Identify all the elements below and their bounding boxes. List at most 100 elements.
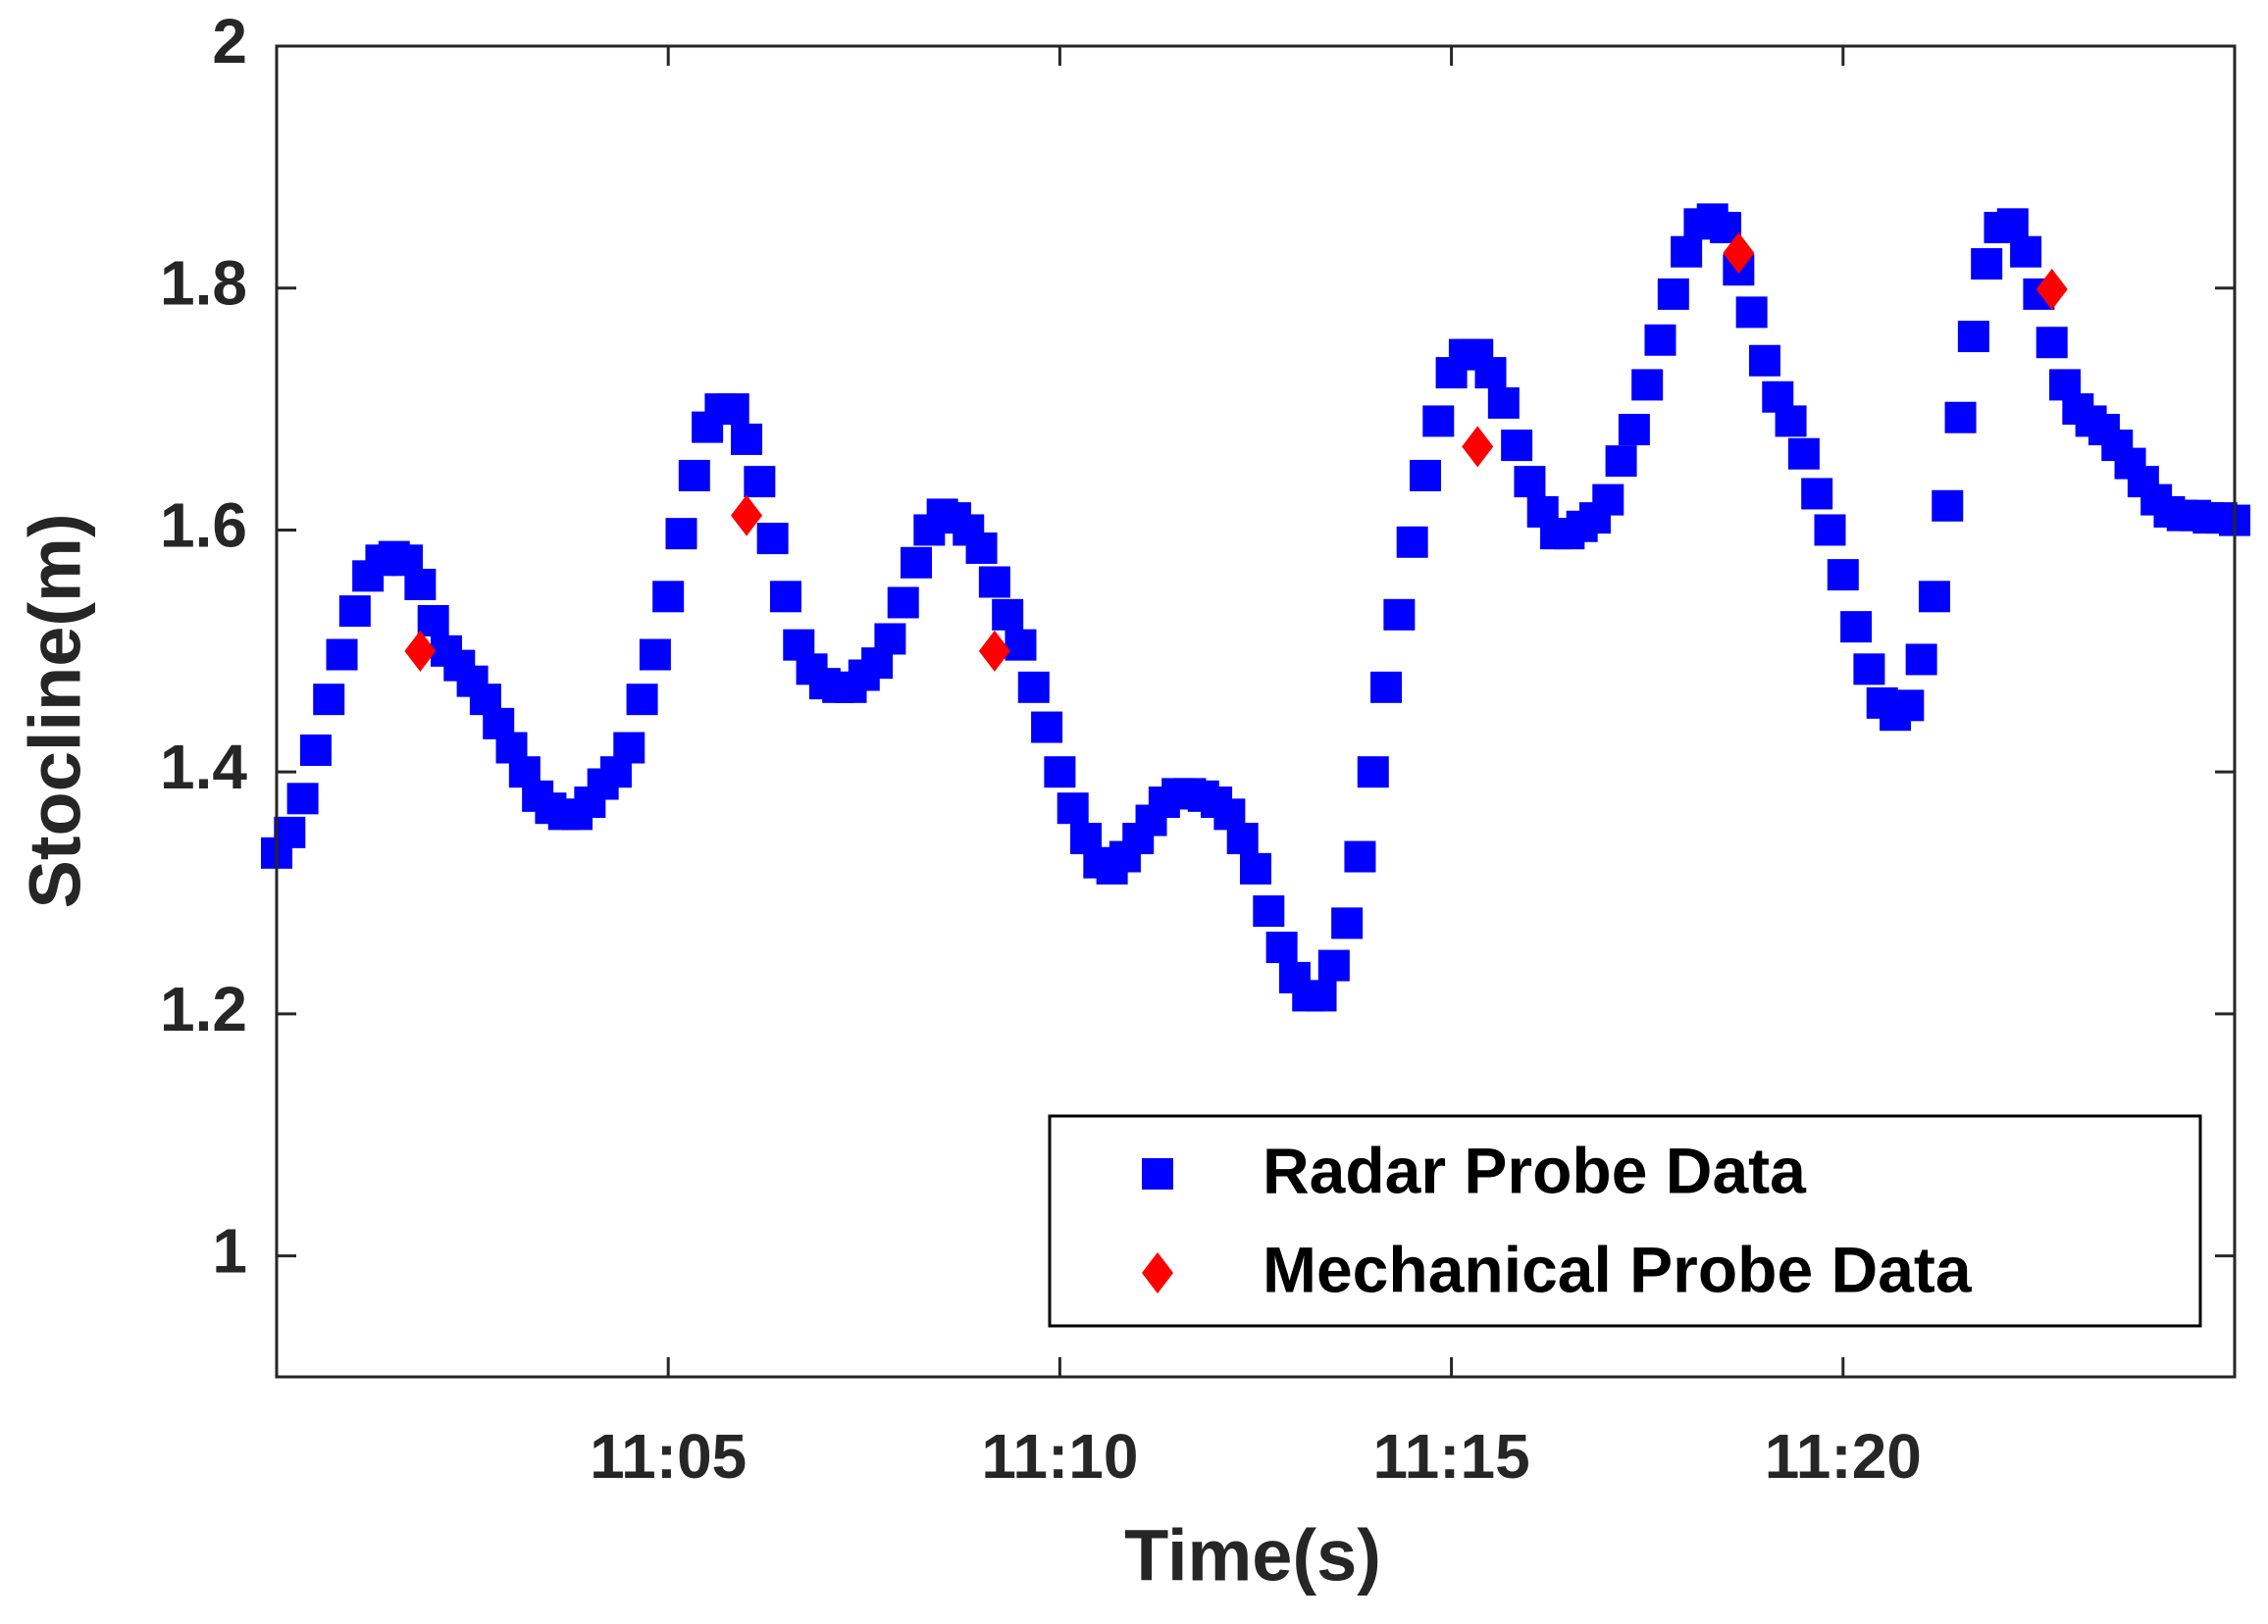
point bbox=[417, 604, 449, 636]
point bbox=[1317, 949, 1350, 982]
point bbox=[1971, 248, 2003, 280]
point bbox=[1383, 598, 1416, 631]
point bbox=[1827, 559, 1859, 591]
point bbox=[1748, 344, 1780, 377]
y-axis-label: Stocline(m) bbox=[15, 514, 96, 909]
point bbox=[1671, 235, 1703, 268]
point bbox=[404, 568, 437, 600]
point bbox=[1044, 756, 1076, 788]
point bbox=[665, 518, 697, 550]
point bbox=[1996, 208, 2029, 240]
point bbox=[769, 581, 801, 613]
point bbox=[313, 684, 345, 716]
point bbox=[678, 459, 710, 491]
x-tick-label: 11:10 bbox=[981, 1421, 1138, 1492]
legend-label: Mechanical Probe Data bbox=[1263, 1233, 1973, 1305]
point bbox=[887, 586, 919, 619]
point bbox=[1487, 386, 1520, 419]
point bbox=[1644, 324, 1676, 356]
point bbox=[1305, 980, 1337, 1012]
point bbox=[1787, 437, 1820, 470]
point bbox=[639, 638, 671, 671]
point bbox=[1801, 478, 1833, 510]
point bbox=[1422, 405, 1455, 437]
legend-box bbox=[1048, 1114, 2202, 1328]
x-tick-label: 11:15 bbox=[1373, 1421, 1530, 1492]
point bbox=[652, 581, 685, 613]
point bbox=[1462, 426, 1494, 468]
legend: Radar Probe Data Mechanical Probe Data bbox=[1048, 1114, 2202, 1328]
point bbox=[2010, 235, 2042, 268]
point bbox=[1501, 430, 1533, 462]
x-axis-label: Time(s) bbox=[1124, 1515, 1381, 1597]
point bbox=[1474, 357, 1507, 389]
point bbox=[1592, 483, 1624, 516]
point bbox=[1265, 932, 1298, 964]
series bbox=[404, 231, 2068, 672]
point bbox=[717, 393, 749, 426]
point bbox=[1240, 852, 1271, 885]
point bbox=[731, 423, 763, 455]
point bbox=[1357, 756, 1389, 788]
point bbox=[1918, 581, 1950, 613]
point bbox=[1005, 629, 1037, 661]
point bbox=[326, 638, 358, 671]
point bbox=[901, 546, 933, 579]
point bbox=[1370, 671, 1403, 703]
point bbox=[1409, 459, 1441, 491]
point bbox=[626, 684, 658, 716]
point bbox=[274, 816, 306, 848]
point bbox=[1840, 611, 1873, 643]
point bbox=[756, 523, 789, 555]
point bbox=[1944, 401, 1977, 433]
x-tick-label: 11:05 bbox=[590, 1421, 747, 1492]
point bbox=[965, 532, 998, 564]
y-tick-label: 1.2 bbox=[160, 974, 247, 1044]
y-tick-label: 2 bbox=[212, 6, 247, 76]
point bbox=[1814, 514, 1846, 546]
legend-marker bbox=[1142, 1252, 1173, 1294]
point bbox=[1057, 792, 1089, 825]
point bbox=[2036, 268, 2068, 310]
point bbox=[1514, 466, 1546, 498]
point bbox=[1905, 643, 1937, 676]
point bbox=[1853, 653, 1885, 685]
y-tick-label: 1.6 bbox=[160, 489, 247, 560]
point bbox=[2036, 327, 2068, 359]
point bbox=[338, 595, 371, 628]
point bbox=[978, 566, 1010, 598]
point bbox=[1605, 445, 1637, 478]
point bbox=[731, 494, 763, 536]
point bbox=[1735, 296, 1768, 329]
point bbox=[1932, 489, 1964, 522]
y-tick-label: 1 bbox=[212, 1216, 247, 1287]
point bbox=[874, 623, 906, 655]
legend-label: Radar Probe Data bbox=[1263, 1134, 1807, 1206]
point bbox=[1226, 823, 1259, 855]
y-tick-label: 1.8 bbox=[160, 248, 247, 319]
legend-marker bbox=[1142, 1158, 1173, 1190]
point bbox=[613, 732, 645, 764]
point bbox=[744, 466, 776, 498]
point bbox=[1031, 711, 1063, 743]
point bbox=[1723, 231, 1755, 274]
point bbox=[1331, 907, 1364, 939]
point bbox=[1396, 526, 1428, 558]
point bbox=[1253, 895, 1285, 928]
point bbox=[1775, 405, 1807, 437]
y-tick-label: 1.4 bbox=[160, 732, 247, 802]
point bbox=[299, 734, 332, 766]
point bbox=[1017, 671, 1050, 703]
point bbox=[992, 598, 1024, 631]
point bbox=[1957, 321, 1989, 353]
plot-frame bbox=[275, 44, 2237, 1379]
point bbox=[1631, 369, 1664, 401]
point bbox=[978, 630, 1010, 672]
x-tick-label: 11:20 bbox=[1765, 1421, 1922, 1492]
point bbox=[1892, 689, 1925, 722]
point bbox=[1618, 414, 1650, 446]
point bbox=[1344, 840, 1376, 873]
